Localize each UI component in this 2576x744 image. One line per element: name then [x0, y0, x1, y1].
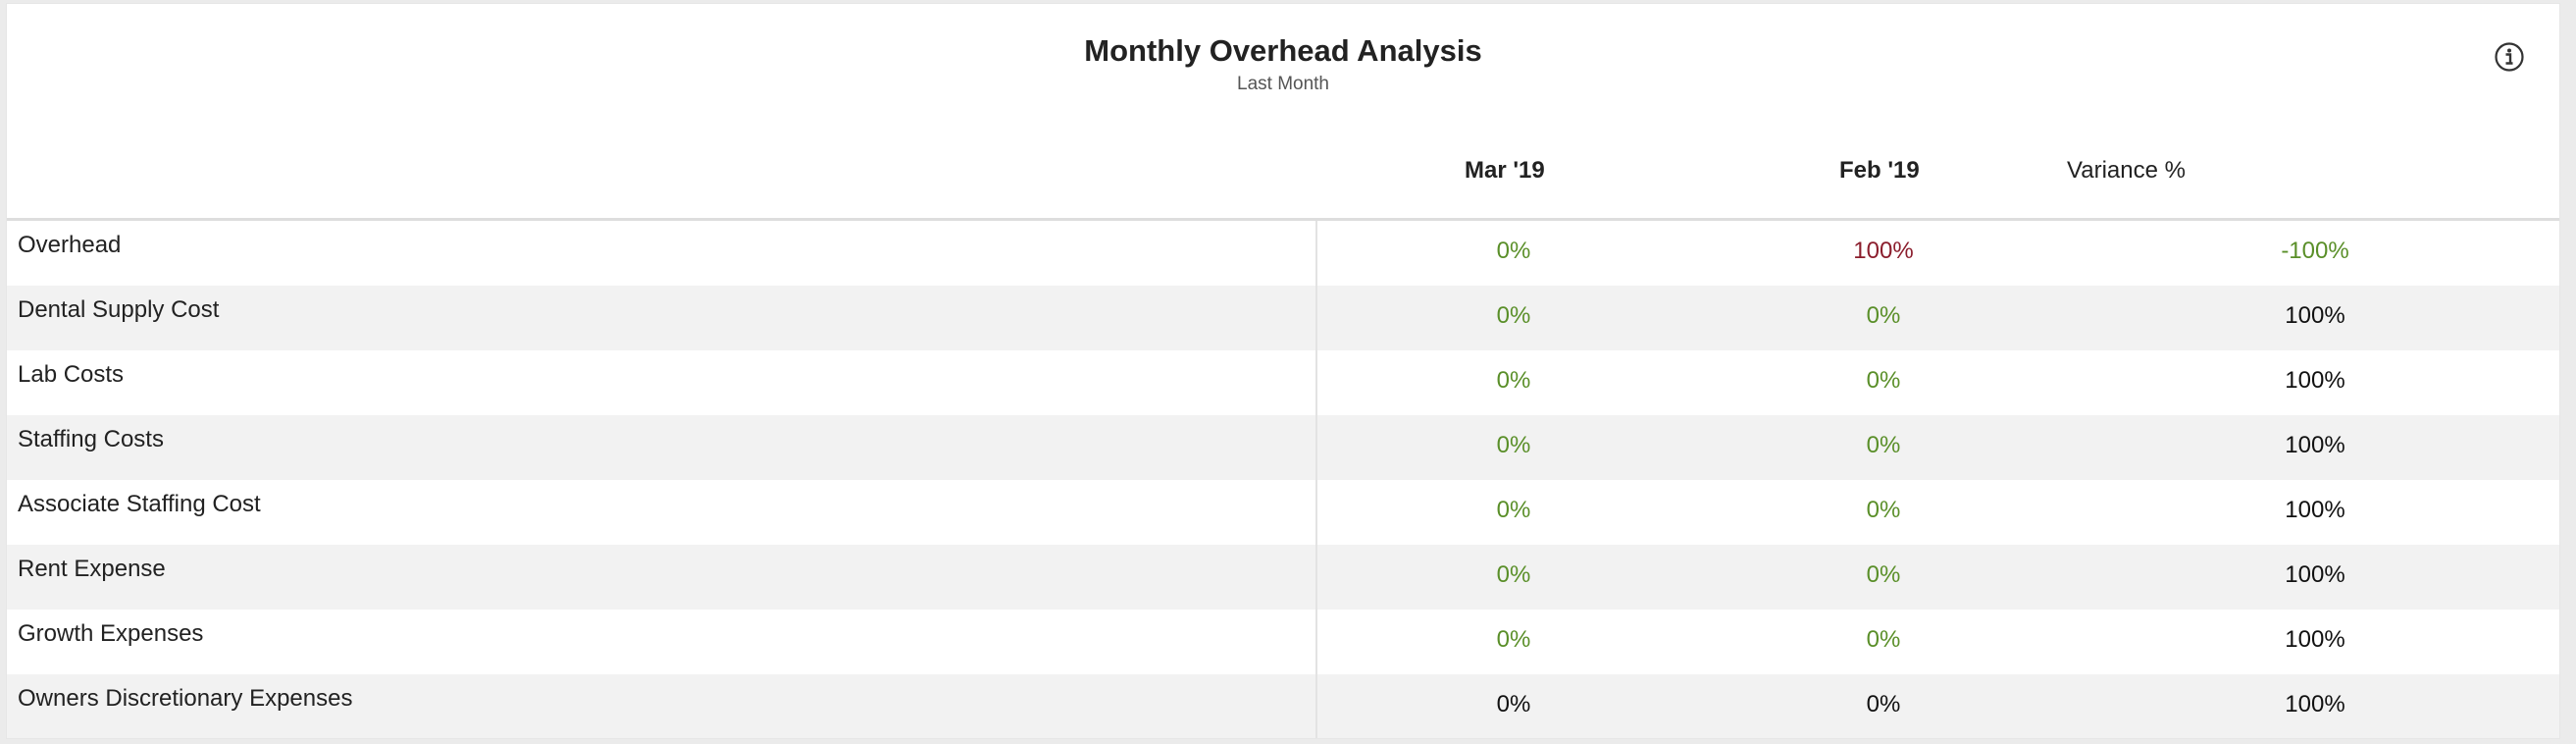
column-divider [1315, 545, 1317, 610]
variance-value: 100% [2285, 497, 2345, 523]
column-divider [1315, 480, 1317, 545]
mar-value: 0% [1496, 432, 1531, 458]
mar-value: 0% [1496, 626, 1531, 653]
column-header-feb: Feb '19 [1839, 157, 1920, 184]
row-label: Staffing Costs [18, 426, 164, 452]
row-label: Lab Costs [18, 361, 125, 388]
mar-value: 0% [1496, 691, 1531, 717]
widget-subtitle: Last Month [1237, 74, 1329, 94]
table-row: Owners Discretionary Expenses 0% 0% 100% [7, 674, 2559, 738]
widget-title: Monthly Overhead Analysis [1084, 33, 1482, 68]
table-row: Rent Expense 0% 0% 100% [7, 545, 2559, 610]
table-header: Mar '19 Feb '19 Variance % [7, 146, 2559, 221]
variance-value: 100% [2285, 561, 2345, 588]
mar-value: 0% [1496, 302, 1531, 329]
table-row: Growth Expenses 0% 0% 100% [7, 610, 2559, 674]
variance-value: 100% [2285, 691, 2345, 717]
mar-value: 0% [1496, 561, 1531, 588]
column-header-mar: Mar '19 [1465, 157, 1545, 184]
overhead-table: Mar '19 Feb '19 Variance % Overhead 0% 100… [7, 146, 2559, 738]
row-label: Dental Supply Cost [18, 296, 220, 323]
mar-value: 0% [1496, 367, 1531, 394]
info-circle-icon[interactable] [2494, 41, 2525, 73]
table-body: Overhead 0% 100% -100% Dental Supply Cost 0% 0… [7, 221, 2559, 738]
column-divider [1315, 674, 1317, 738]
row-label: Rent Expense [18, 556, 166, 582]
variance-value: 100% [2285, 302, 2345, 329]
row-label: Associate Staffing Cost [18, 491, 261, 517]
feb-value: 0% [1866, 497, 1901, 523]
feb-value: 0% [1866, 432, 1901, 458]
table-row: Associate Staffing Cost 0% 0% 100% [7, 480, 2559, 545]
column-header-variance: Variance % [2067, 157, 2186, 184]
table-row: Staffing Costs 0% 0% 100% [7, 415, 2559, 480]
widget-header: Monthly Overhead Analysis Last Month [7, 31, 2559, 96]
overhead-analysis-widget: Monthly Overhead Analysis Last Month Mar… [6, 3, 2560, 739]
row-label: Overhead [18, 232, 122, 258]
column-divider [1315, 610, 1317, 674]
column-divider [1315, 221, 1317, 286]
variance-value: 100% [2285, 367, 2345, 394]
variance-value: 100% [2285, 432, 2345, 458]
row-label: Growth Expenses [18, 620, 204, 647]
row-label: Owners Discretionary Expenses [18, 685, 353, 712]
mar-value: 0% [1496, 497, 1531, 523]
variance-value: 100% [2285, 626, 2345, 653]
variance-value: -100% [2281, 238, 2349, 264]
feb-value: 0% [1866, 626, 1901, 653]
table-row: Dental Supply Cost 0% 0% 100% [7, 286, 2559, 350]
column-divider [1315, 350, 1317, 415]
feb-value: 0% [1866, 302, 1901, 329]
mar-value: 0% [1496, 238, 1531, 264]
column-divider [1315, 286, 1317, 350]
feb-value: 0% [1866, 561, 1901, 588]
column-divider [1315, 415, 1317, 480]
table-row: Lab Costs 0% 0% 100% [7, 350, 2559, 415]
feb-value: 0% [1866, 691, 1901, 717]
feb-value: 0% [1866, 367, 1901, 394]
feb-value: 100% [1853, 238, 1914, 264]
table-row: Overhead 0% 100% -100% [7, 221, 2559, 286]
